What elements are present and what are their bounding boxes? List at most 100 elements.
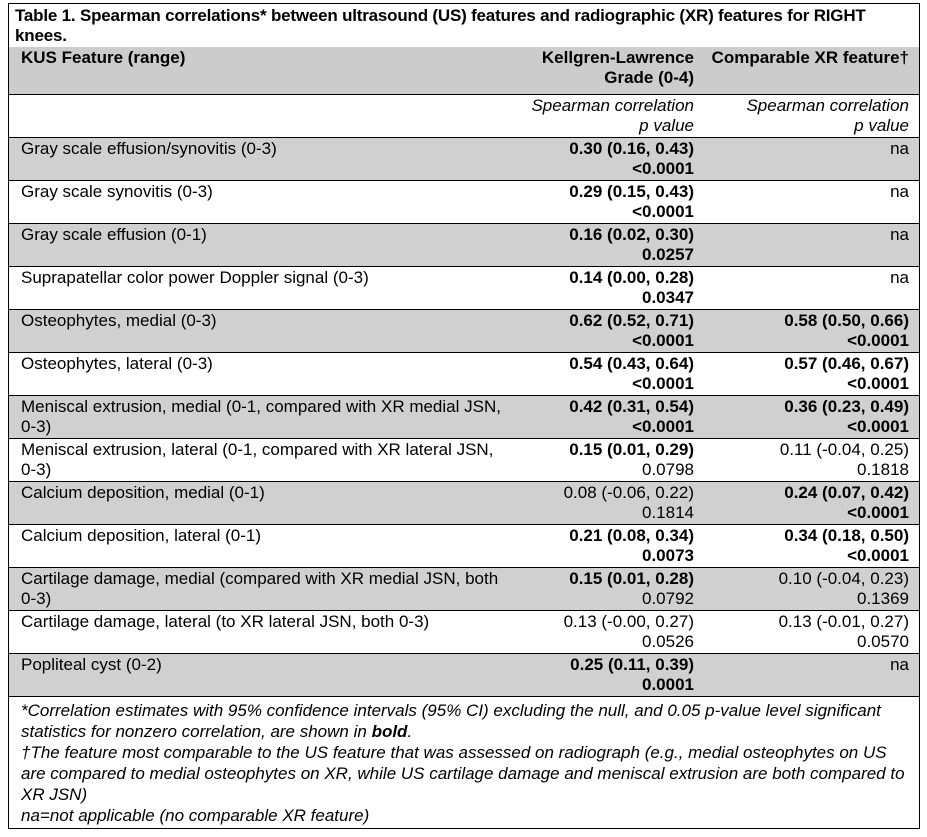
xr-cell: na bbox=[704, 266, 919, 310]
kl-p-value: <0.0001 bbox=[632, 417, 694, 436]
table-row: Popliteal cyst (0-2) 0.25 (0.11, 0.39) 0.0… bbox=[9, 653, 919, 696]
table-container: Table 1. Spearman correlations* between … bbox=[8, 3, 920, 829]
xr-p-value: <0.0001 bbox=[847, 503, 909, 522]
kl-correlation: 0.42 (0.31, 0.54) bbox=[569, 397, 694, 416]
kl-correlation: 0.13 (-0.00, 0.27) bbox=[563, 612, 694, 631]
xr-p-value: <0.0001 bbox=[847, 374, 909, 393]
table-row: Meniscal extrusion, lateral (0-1, compar… bbox=[9, 438, 919, 482]
subheader-kl-p: p value bbox=[639, 116, 694, 135]
xr-correlation: na bbox=[890, 182, 909, 201]
kl-cell: 0.62 (0.52, 0.71) <0.0001 bbox=[514, 309, 704, 353]
kl-cell: 0.25 (0.11, 0.39) 0.0001 bbox=[514, 653, 704, 696]
kl-correlation: 0.21 (0.08, 0.34) bbox=[569, 526, 694, 545]
feature-cell: Meniscal extrusion, medial (0-1, compare… bbox=[9, 395, 514, 439]
kl-correlation: 0.62 (0.52, 0.71) bbox=[569, 311, 694, 330]
kl-cell: 0.21 (0.08, 0.34) 0.0073 bbox=[514, 524, 704, 568]
kl-p-value: <0.0001 bbox=[632, 331, 694, 350]
xr-correlation: 0.36 (0.23, 0.49) bbox=[784, 397, 909, 416]
kl-p-value: 0.0073 bbox=[642, 546, 694, 565]
kl-p-value: 0.1814 bbox=[642, 503, 694, 522]
xr-cell: na bbox=[704, 653, 919, 696]
kl-p-value: 0.0792 bbox=[642, 589, 694, 608]
xr-cell: 0.34 (0.18, 0.50) <0.0001 bbox=[704, 524, 919, 568]
table-row: Osteophytes, medial (0-3) 0.62 (0.52, 0.7… bbox=[9, 309, 919, 353]
feature-cell: Meniscal extrusion, lateral (0-1, compar… bbox=[9, 438, 514, 482]
kl-p-value: <0.0001 bbox=[632, 159, 694, 178]
xr-cell: na bbox=[704, 223, 919, 267]
kl-cell: 0.29 (0.15, 0.43) <0.0001 bbox=[514, 180, 704, 224]
header-kl-grade: Kellgren-Lawrence Grade (0-4) bbox=[514, 47, 704, 95]
header-row: KUS Feature (range) Kellgren-Lawrence Gr… bbox=[9, 47, 919, 95]
kl-cell: 0.15 (0.01, 0.28) 0.0792 bbox=[514, 567, 704, 611]
table-body: Gray scale effusion/synovitis (0-3) 0.30 … bbox=[9, 137, 919, 696]
table-row: Gray scale effusion (0-1) 0.16 (0.02, 0.3… bbox=[9, 223, 919, 267]
xr-cell: 0.58 (0.50, 0.66) <0.0001 bbox=[704, 309, 919, 353]
xr-correlation: 0.58 (0.50, 0.66) bbox=[784, 311, 909, 330]
table-row: Osteophytes, lateral (0-3) 0.54 (0.43, 0.… bbox=[9, 352, 919, 396]
kl-p-value: <0.0001 bbox=[632, 374, 694, 393]
xr-p-value: <0.0001 bbox=[847, 546, 909, 565]
header-comparable-xr: Comparable XR feature† bbox=[704, 47, 919, 95]
kl-p-value: 0.0347 bbox=[642, 288, 694, 307]
xr-correlation: 0.24 (0.07, 0.42) bbox=[784, 483, 909, 502]
xr-cell: 0.11 (-0.04, 0.25) 0.1818 bbox=[704, 438, 919, 482]
xr-correlation: 0.10 (-0.04, 0.23) bbox=[778, 569, 909, 588]
feature-cell: Gray scale synovitis (0-3) bbox=[9, 180, 514, 224]
footnote-1: *Correlation estimates with 95% confiden… bbox=[21, 701, 881, 741]
xr-cell: 0.57 (0.46, 0.67) <0.0001 bbox=[704, 352, 919, 396]
footnotes: *Correlation estimates with 95% confiden… bbox=[9, 696, 919, 828]
table-row: Gray scale synovitis (0-3) 0.29 (0.15, 0.… bbox=[9, 180, 919, 224]
feature-cell: Calcium deposition, medial (0-1) bbox=[9, 481, 514, 525]
feature-cell: Osteophytes, medial (0-3) bbox=[9, 309, 514, 353]
correlation-table: KUS Feature (range) Kellgren-Lawrence Gr… bbox=[9, 47, 919, 696]
kl-correlation: 0.08 (-0.06, 0.22) bbox=[563, 483, 694, 502]
xr-cell: 0.36 (0.23, 0.49) <0.0001 bbox=[704, 395, 919, 439]
kl-correlation: 0.30 (0.16, 0.43) bbox=[569, 139, 694, 158]
kl-correlation: 0.15 (0.01, 0.28) bbox=[569, 569, 694, 588]
kl-cell: 0.08 (-0.06, 0.22) 0.1814 bbox=[514, 481, 704, 525]
table-row: Cartilage damage, medial (compared with … bbox=[9, 567, 919, 611]
table-row: Suprapatellar color power Doppler signal… bbox=[9, 266, 919, 310]
feature-cell: Gray scale effusion/synovitis (0-3) bbox=[9, 137, 514, 181]
kl-cell: 0.13 (-0.00, 0.27) 0.0526 bbox=[514, 610, 704, 654]
xr-correlation: 0.11 (-0.04, 0.25) bbox=[779, 440, 909, 459]
subheader-xr-corr: Spearman correlation bbox=[746, 96, 909, 115]
kl-cell: 0.16 (0.02, 0.30) 0.0257 bbox=[514, 223, 704, 267]
xr-p-value: <0.0001 bbox=[847, 417, 909, 436]
xr-p-value: 0.0570 bbox=[857, 632, 909, 651]
header-feature: KUS Feature (range) bbox=[9, 47, 514, 95]
xr-cell: na bbox=[704, 180, 919, 224]
table-row: Cartilage damage, lateral (to XR lateral… bbox=[9, 610, 919, 654]
kl-correlation: 0.16 (0.02, 0.30) bbox=[569, 225, 694, 244]
kl-cell: 0.14 (0.00, 0.28) 0.0347 bbox=[514, 266, 704, 310]
xr-correlation: na bbox=[890, 268, 909, 287]
xr-p-value: <0.0001 bbox=[847, 331, 909, 350]
xr-correlation: 0.57 (0.46, 0.67) bbox=[784, 354, 909, 373]
kl-correlation: 0.14 (0.00, 0.28) bbox=[569, 268, 694, 287]
kl-cell: 0.15 (0.01, 0.29) 0.0798 bbox=[514, 438, 704, 482]
table-title: Table 1. Spearman correlations* between … bbox=[15, 6, 866, 45]
table-row: Calcium deposition, lateral (0-1) 0.21 (0… bbox=[9, 524, 919, 568]
kl-p-value: <0.0001 bbox=[632, 202, 694, 221]
xr-correlation: na bbox=[890, 225, 909, 244]
kl-cell: 0.42 (0.31, 0.54) <0.0001 bbox=[514, 395, 704, 439]
kl-correlation: 0.29 (0.15, 0.43) bbox=[569, 182, 694, 201]
feature-cell: Cartilage damage, medial (compared with … bbox=[9, 567, 514, 611]
kl-cell: 0.54 (0.43, 0.64) <0.0001 bbox=[514, 352, 704, 396]
subheader-kl-corr: Spearman correlation bbox=[531, 96, 694, 115]
kl-correlation: 0.25 (0.11, 0.39) bbox=[570, 655, 694, 674]
xr-p-value: 0.1818 bbox=[857, 460, 909, 479]
table-row: Gray scale effusion/synovitis (0-3) 0.30 … bbox=[9, 137, 919, 181]
feature-cell: Cartilage damage, lateral (to XR lateral… bbox=[9, 610, 514, 654]
xr-correlation: na bbox=[890, 139, 909, 158]
kl-correlation: 0.54 (0.43, 0.64) bbox=[569, 354, 694, 373]
xr-correlation: 0.13 (-0.01, 0.27) bbox=[778, 612, 909, 631]
feature-cell: Calcium deposition, lateral (0-1) bbox=[9, 524, 514, 568]
xr-cell: 0.13 (-0.01, 0.27) 0.0570 bbox=[704, 610, 919, 654]
kl-p-value: 0.0798 bbox=[642, 460, 694, 479]
kl-p-value: 0.0257 bbox=[642, 245, 694, 264]
feature-cell: Popliteal cyst (0-2) bbox=[9, 653, 514, 696]
kl-p-value: 0.0526 bbox=[642, 632, 694, 651]
xr-cell: na bbox=[704, 137, 919, 181]
xr-cell: 0.10 (-0.04, 0.23) 0.1369 bbox=[704, 567, 919, 611]
